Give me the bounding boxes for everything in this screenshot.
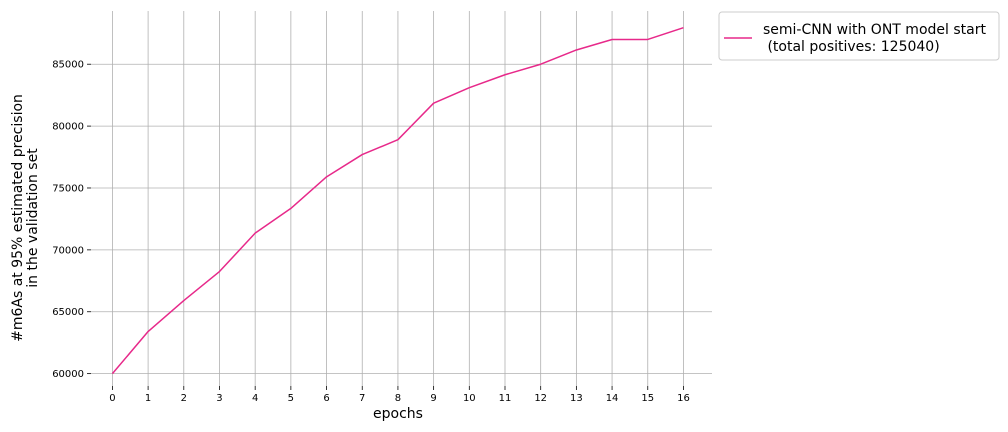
y-axis-ticks: 60000 65000 70000 75000 80000 85000 (52, 60, 91, 380)
x-tick-label: 13 (570, 393, 583, 404)
x-axis-ticks: 0 1 2 3 4 5 6 7 8 9 10 11 12 13 14 15 16 (109, 386, 690, 404)
x-tick-label: 3 (216, 393, 222, 404)
x-tick-label: 10 (463, 393, 476, 404)
x-axis-label: epochs (373, 406, 423, 422)
y-axis-label-line-2: in the validation set (25, 148, 41, 288)
y-axis-label-line-1: #m6As at 95% estimated precision (10, 94, 26, 342)
series-lines (111, 26, 684, 375)
legend: semi-CNN with ONT model start (total pos… (718, 11, 1000, 61)
x-tick-label: 12 (534, 393, 547, 404)
x-tick-label: 7 (359, 393, 365, 404)
legend-entry-line-1: semi-CNN with ONT model start (763, 22, 986, 38)
x-tick-label: 1 (145, 393, 151, 404)
y-tick-label: 70000 (52, 245, 84, 256)
y-axis-label: #m6As at 95% estimated precision in the … (10, 94, 41, 342)
series-line (111, 26, 684, 375)
x-tick-label: 4 (252, 393, 258, 404)
grid (91, 11, 712, 386)
legend-entry-line-2: (total positives: 125040) (763, 39, 940, 55)
x-tick-label: 5 (288, 393, 294, 404)
y-tick-label: 60000 (52, 369, 84, 380)
y-tick-label: 80000 (52, 122, 84, 133)
y-tick-label: 85000 (52, 60, 84, 71)
legend-box (718, 11, 1000, 61)
x-tick-label: 15 (641, 393, 654, 404)
x-tick-label: 16 (677, 393, 690, 404)
x-tick-label: 14 (606, 393, 619, 404)
x-tick-label: 2 (181, 393, 187, 404)
x-tick-label: 8 (395, 393, 401, 404)
y-tick-label: 65000 (52, 307, 84, 318)
x-tick-label: 9 (430, 393, 436, 404)
x-tick-label: 11 (499, 393, 512, 404)
x-tick-label: 6 (323, 393, 329, 404)
x-tick-label: 0 (109, 393, 115, 404)
y-tick-label: 75000 (52, 183, 84, 194)
